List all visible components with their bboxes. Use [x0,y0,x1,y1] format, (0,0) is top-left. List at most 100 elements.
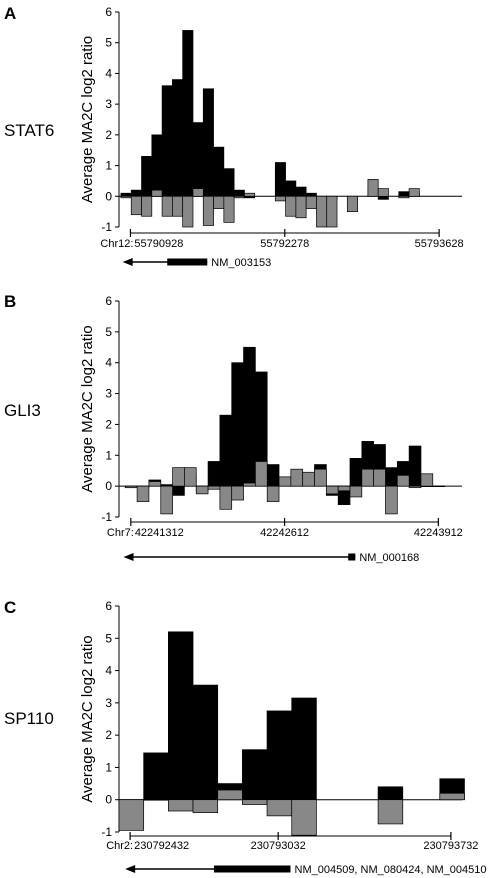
y-tick-label: 6 [105,5,112,19]
bar-series2 [192,799,219,813]
x-tick-label: 230792432 [134,840,189,852]
gene-name: GLI3 [4,401,41,420]
bar-series1 [192,122,204,197]
y-tick-label: 5 [105,631,112,645]
panel-letter: A [4,4,16,23]
x-tick-label: 55793628 [415,238,464,250]
x-tick-label: 55792278 [260,238,309,250]
bar-series2 [192,188,204,197]
bar-series2 [274,195,286,202]
y-tick-label: 0 [105,793,112,807]
y-tick-label: -1 [101,220,112,234]
bar-series1 [213,146,225,197]
bar-series2 [316,195,328,228]
y-tick-label: 2 [105,728,112,742]
y-tick-label: 2 [105,417,112,431]
bar-series2 [202,195,214,226]
chromosome-label: Chr7: [107,527,134,539]
bar-series2 [396,474,410,487]
bar-series1 [168,631,194,801]
bar-series1 [151,134,163,197]
bar-series2 [361,468,374,487]
bar-series2 [219,485,233,510]
bar-series2 [295,195,307,219]
bar-series2 [325,485,339,495]
bar-series1 [285,180,297,197]
y-tick-label: 1 [105,448,112,462]
bar-series2 [213,195,225,209]
bar-series1 [120,192,132,197]
gene-accession-label: NM_004509, NM_080424, NM_004510 [295,864,487,876]
bar-series2 [223,195,235,223]
bar-series2 [266,799,293,817]
bar-series1 [172,485,185,496]
bar-series2 [285,195,297,217]
x-tick-label: 42243912 [414,527,463,539]
chart-panel-c: C SP110 Average MA2C log2 ratio -1 0 1 2 3 4 5 6 23… [4,598,487,876]
gene-exon-box [167,258,208,266]
bar-series1 [223,168,235,197]
gene-accession-label: NM_003153 [211,257,271,269]
bar-series2 [291,799,317,836]
y-tick-label: 6 [105,294,112,308]
bar-series1 [385,467,398,487]
y-tick-label: 6 [105,599,112,613]
y-tick-label: 3 [105,97,112,111]
bar-series2 [217,789,243,801]
gene-name: SP110 [4,709,54,728]
gene-accession-label: NM_000168 [359,552,419,564]
x-tick-label: 55790928 [134,238,183,250]
x-tick-label: 42241312 [135,527,184,539]
bar-series1 [243,346,256,487]
gene-arrow-icon [123,553,134,561]
bar-series2 [136,485,150,502]
bar-series2 [161,195,173,217]
x-tick-label: 42242612 [260,527,309,539]
chromosome-label: Chr2: [106,840,133,852]
bar-series1 [192,684,219,801]
bar-series1 [182,30,194,197]
bar-series2 [302,471,315,487]
bar-series2 [195,485,209,495]
x-tick-label: 230793732 [423,840,478,852]
y-tick-label: 3 [105,696,112,710]
bar-series2 [242,799,268,805]
bar-series2 [141,195,153,217]
bar-series2 [207,485,221,490]
bar-series1 [305,192,317,197]
bar-series2 [172,195,184,217]
panel-letter: C [4,598,16,617]
y-tick-label: 3 [105,387,112,401]
bar-series2 [420,473,434,487]
bar-series2 [184,467,197,487]
bar-series2 [255,461,268,487]
y-tick-label: 0 [105,479,112,493]
bar-series2 [367,179,379,197]
bar-series2 [398,195,410,199]
bar-series2 [337,485,351,492]
y-axis-label: Average MA2C log2 ratio [79,36,96,203]
bar-series2 [373,468,386,487]
chart-panel-b: B GLI3 Average MA2C log2 ratio -1 0 1 2 3 4 5 6 422… [4,292,463,564]
bar-series2 [305,195,317,209]
bar-series2 [326,195,338,228]
bar-series2 [408,188,420,197]
bar-series1 [377,786,404,801]
y-tick-label: 1 [105,159,112,173]
gene-arrow-icon [125,865,136,873]
bar-series1 [266,464,280,487]
bar-series2 [118,799,145,831]
y-tick-label: 5 [105,325,112,339]
x-tick-label: 230793032 [251,840,306,852]
bar-series1 [266,710,293,801]
bar-series1 [295,186,307,197]
bar-series1 [349,458,363,487]
bar-series2 [349,485,363,498]
gene-exon-box [214,865,291,873]
gene-name: STAT6 [4,121,54,140]
bar-series1 [408,445,422,487]
gene-exon-box [348,553,356,561]
y-tick-label: 5 [105,36,112,50]
bar-series1 [143,752,169,801]
